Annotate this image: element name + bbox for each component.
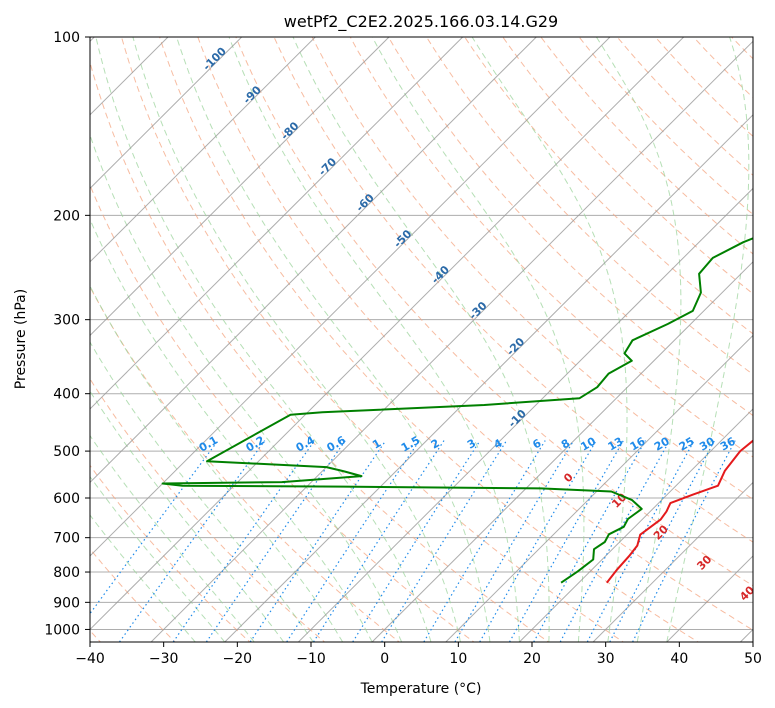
mixing-ratio-line [423,440,546,642]
dry-adiabat [90,184,475,642]
x-tick-label: −10 [296,651,326,667]
dry-adiabat [90,464,251,642]
isotherm-line [90,37,316,263]
mixing-ratio-line [454,440,575,642]
y-tick-label: 300 [53,313,80,329]
isotherm-line [445,334,753,642]
mixing-ratio-line [559,440,671,642]
isotherm-line [90,37,243,190]
dry-adiabat [311,37,753,500]
moist-adiabat [228,37,520,642]
moist-adiabat [90,218,373,642]
moist-adiabat [371,37,585,642]
x-tick-label: −40 [75,651,105,667]
dry-adiabat [120,37,625,642]
x-tick-label: −30 [149,651,179,667]
chart-title: wetPf2_C2E2.2025.166.03.14.G29 [284,12,558,32]
y-tick-label: 800 [53,565,80,581]
isotherm-line [90,37,390,337]
isotherm-line [90,37,685,631]
moist-adiabat [90,284,344,642]
y-tick-label: 900 [53,595,80,611]
x-tick-label: 20 [523,651,541,667]
moist-adiabat [90,514,196,642]
moist-adiabat [132,37,461,642]
dry-adiabat [502,37,753,295]
isotherm-line [224,114,753,642]
y-tick-label: 400 [53,387,80,403]
mixing-ratio-line [632,440,736,642]
mixing-ratio-line [533,440,647,642]
isotherm-line [150,40,753,642]
isotherm-line [592,481,753,642]
moist-adiabat [90,341,314,642]
isotherm-line [90,37,537,484]
y-tick-label: 500 [53,444,80,460]
x-tick-label: 0 [380,651,389,667]
moist-adiabat [90,434,255,642]
dry-adiabat [90,377,326,642]
y-axis-title: Pressure (hPa) [13,289,29,389]
y-tick-label: 1000 [44,622,80,638]
dewpoint-profile-line [161,237,753,584]
dry-adiabat [273,37,753,543]
isotherm-line [519,408,753,642]
y-tick-label: 600 [53,491,80,507]
isotherm-line [90,37,464,410]
mixing-ratio-line [586,440,695,642]
moist-adiabat [292,37,550,642]
mixing-ratio-line [609,440,716,642]
x-tick-label: 50 [744,651,762,667]
y-tick-label: 700 [53,531,80,547]
mixing-ratio-line [381,440,508,642]
x-axis-title: Temperature (°C) [360,681,482,697]
profile-lines [161,237,753,584]
x-tick-label: 30 [597,651,615,667]
temperature-profile-line [606,439,753,584]
moist-adiabat [666,37,750,642]
moist-adiabat [471,37,628,642]
moist-adiabat [90,390,285,642]
mixing-ratio-line [508,440,624,642]
x-tick-label: −20 [223,651,253,667]
dry-adiabat [90,285,401,642]
mixing-ratio-line [479,440,597,642]
x-tick-label: 40 [670,651,688,667]
background-lines [90,37,753,642]
x-tick-label: 10 [449,651,467,667]
mixing-ratio-line [119,440,266,642]
dry-adiabat [197,37,753,631]
y-tick-label: 200 [53,208,80,224]
axes: −40 −30 −20 −10 0 10 20 30 40 50 1000 900 800 700 600 5… [44,30,762,667]
moist-adiabat [90,475,226,642]
isotherm-line [371,261,753,642]
y-tick-label: 100 [53,30,80,46]
moist-adiabat [595,37,682,642]
dry-adiabat [90,60,550,642]
plot-frame [89,36,754,643]
isotherm-line [298,187,753,642]
isotherm-line [90,37,611,557]
